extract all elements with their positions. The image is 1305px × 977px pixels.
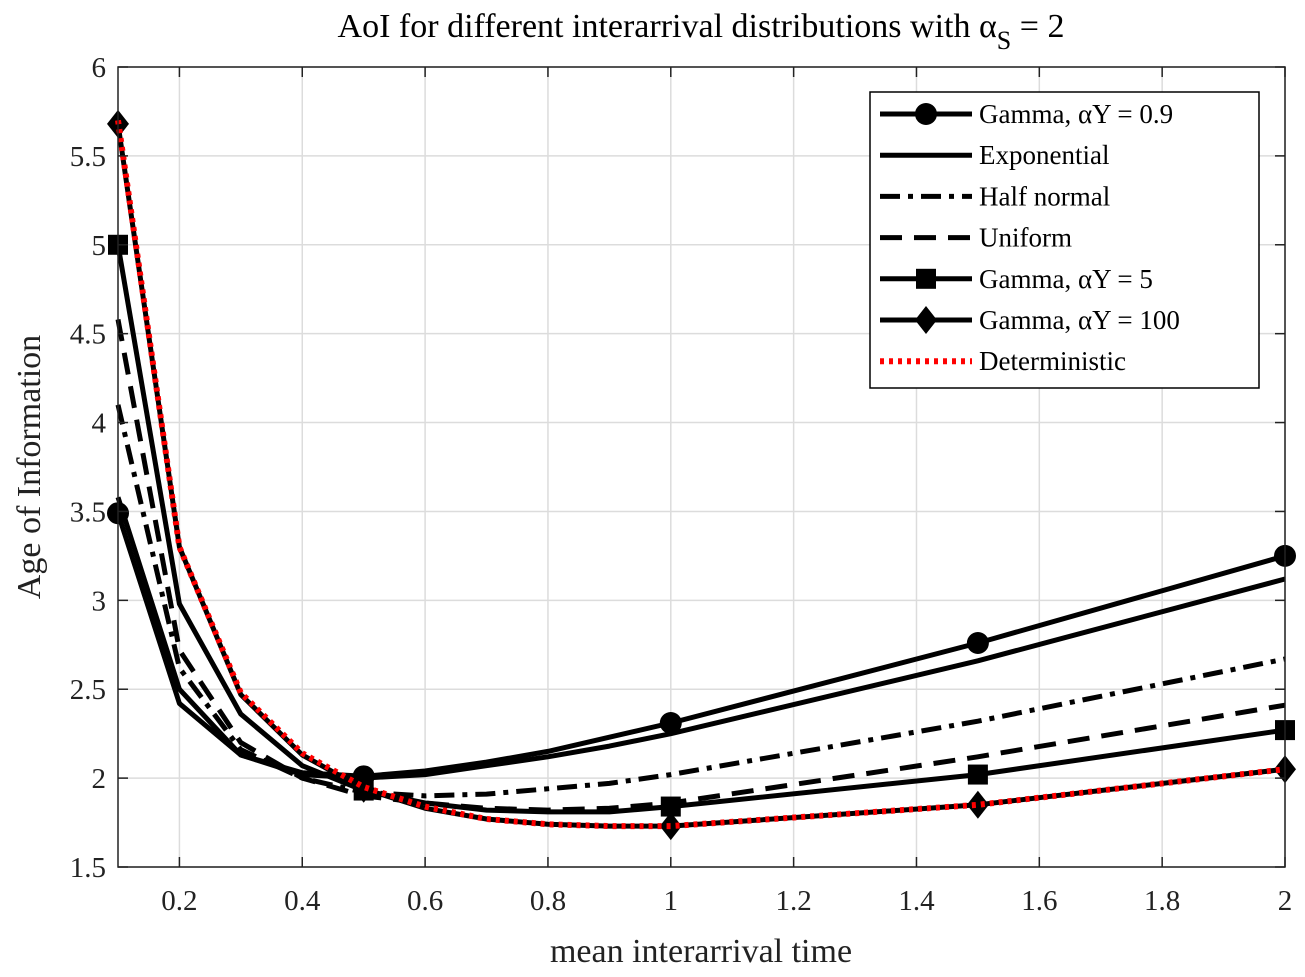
y-tick-label: 2.5	[70, 674, 106, 706]
x-axis-label: mean interarrival time	[550, 933, 852, 970]
series-line	[115, 318, 1286, 813]
x-tick-label: 2	[1278, 885, 1293, 917]
x-tick-label: 1.4	[898, 885, 935, 917]
x-tick-label: 1.2	[776, 885, 812, 917]
legend-marker	[916, 268, 936, 289]
x-tick-label: 1	[664, 885, 679, 917]
chart-title: AoI for different interarrival distribut…	[338, 8, 1065, 55]
legend-marker	[915, 306, 937, 334]
legend-label: Exponential	[979, 140, 1109, 170]
legend-label: Deterministic	[979, 346, 1126, 376]
series-1	[115, 496, 1286, 781]
data-point	[659, 712, 682, 734]
series-6	[115, 119, 1286, 830]
legend-entry: Gamma, αY = 0.9	[880, 99, 1173, 129]
x-tick-label: 0.2	[161, 885, 197, 917]
data-point	[967, 764, 988, 785]
y-tick-label: 2	[92, 763, 107, 795]
x-tick-label: 0.8	[530, 885, 566, 917]
data-point	[659, 812, 682, 841]
legend-entry: Uniform	[880, 223, 1072, 253]
series-line	[115, 404, 1286, 799]
x-tick-label: 0.4	[284, 885, 321, 917]
series-0	[107, 502, 1296, 788]
legend: Gamma, αY = 0.9 Exponential Half normal Uni…	[869, 91, 1260, 389]
series-line	[115, 119, 1286, 830]
x-tick-label: 1.6	[1021, 885, 1057, 917]
legend-label: Gamma, αY = 0.9	[979, 99, 1173, 129]
series-line	[115, 496, 1286, 781]
y-tick-label: 1.5	[70, 852, 106, 884]
y-tick-label: 5.5	[70, 141, 106, 173]
plot-frame	[117, 66, 1286, 868]
y-tick-label: 4	[92, 408, 107, 440]
legend-label: Gamma, αY = 100	[979, 305, 1180, 335]
series-2	[115, 404, 1286, 799]
legend-entry: Half normal	[880, 181, 1110, 211]
y-tick-label: 4.5	[70, 319, 106, 351]
data-point	[966, 790, 989, 819]
y-tick-label: 3	[92, 585, 107, 617]
ticks: 0.2 0.4 0.6 0.8 1 1.2 1.4 1.6 1.8 2 1.5 2 2.5 3 3.5 4 4.…	[70, 52, 1293, 917]
data-point	[966, 632, 989, 654]
series-line	[115, 244, 1286, 815]
legend-label: Gamma, αY = 5	[979, 264, 1153, 294]
x-tick-label: 1.8	[1144, 885, 1180, 917]
series-3	[115, 318, 1286, 813]
legend-entry: Exponential	[880, 140, 1109, 170]
y-axis-label: Age of Information	[11, 335, 48, 599]
y-tick-label: 3.5	[70, 496, 106, 528]
legend-entry: Deterministic	[880, 346, 1126, 376]
legend-marker	[915, 103, 937, 125]
y-tick-label: 6	[92, 52, 107, 84]
legend-entry: Gamma, αY = 100	[880, 305, 1180, 335]
legend-label: Uniform	[979, 223, 1072, 253]
legend-label: Half normal	[979, 181, 1110, 211]
x-tick-label: 0.6	[407, 885, 443, 917]
legend-entry: Gamma, αY = 5	[880, 264, 1153, 294]
data-point	[660, 796, 681, 817]
y-tick-label: 5	[92, 230, 107, 262]
